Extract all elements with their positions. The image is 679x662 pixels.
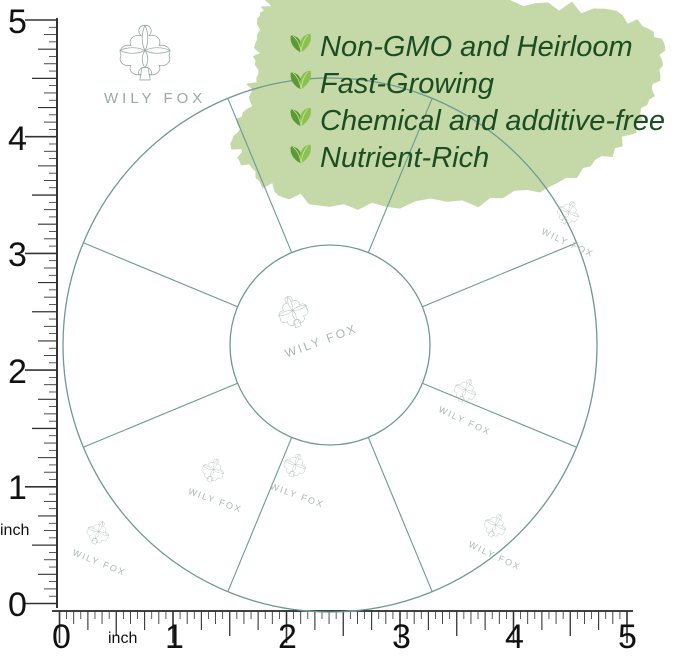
svg-text:4: 4 [8, 120, 27, 158]
svg-text:Fast-Growing: Fast-Growing [320, 68, 494, 100]
svg-text:1: 1 [165, 618, 184, 656]
svg-text:WILY FOX: WILY FOX [104, 90, 206, 107]
svg-text:1: 1 [8, 469, 27, 507]
svg-text:3: 3 [8, 236, 27, 274]
svg-text:2: 2 [278, 618, 297, 656]
svg-text:inch: inch [0, 522, 29, 539]
svg-text:0: 0 [52, 618, 71, 656]
svg-text:2: 2 [8, 353, 27, 391]
svg-text:Nutrient-Rich: Nutrient-Rich [320, 142, 489, 174]
svg-text:4: 4 [505, 618, 524, 656]
svg-text:3: 3 [392, 618, 411, 656]
svg-text:5: 5 [618, 618, 637, 656]
svg-text:5: 5 [8, 3, 27, 41]
svg-text:Chemical and additive-free: Chemical and additive-free [320, 105, 665, 137]
svg-text:inch: inch [108, 630, 137, 647]
svg-text:0: 0 [8, 586, 27, 624]
svg-text:Non-GMO and Heirloom: Non-GMO and Heirloom [320, 31, 633, 63]
